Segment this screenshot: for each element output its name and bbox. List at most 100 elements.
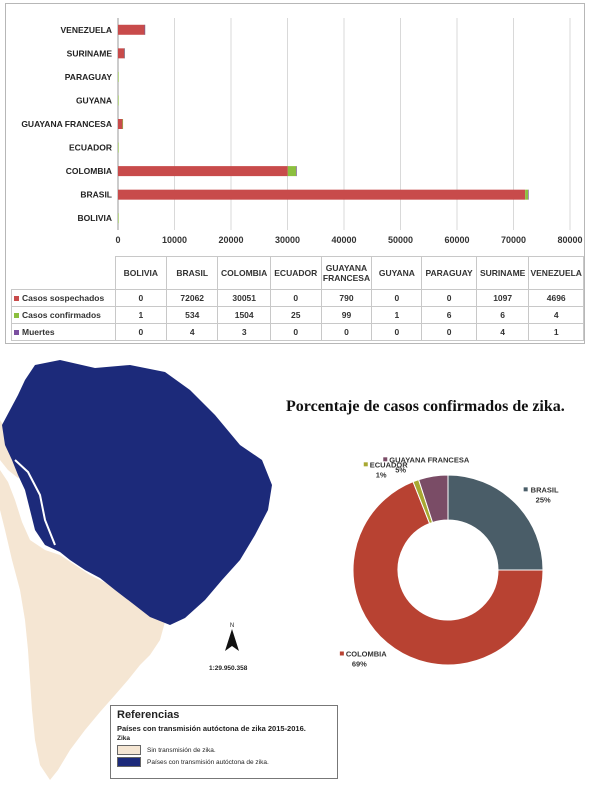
south-america-map <box>0 360 272 780</box>
table-cell: 6 <box>475 306 530 324</box>
table-cell: 0 <box>114 289 168 307</box>
y-tick-label: GUYANA <box>76 95 112 105</box>
map-legend: Referencias Países con transmisión autóc… <box>110 705 338 779</box>
legend-swatch <box>117 745 141 755</box>
north-label: N <box>229 623 235 629</box>
table-cell: 0 <box>320 323 373 341</box>
slice-label: ECUADOR <box>370 460 409 469</box>
table-header-row: BOLIVIA BRASIL COLOMBIA ECUADOR GUAYANA … <box>11 256 584 290</box>
table-cell: 4 <box>475 323 530 341</box>
table-header: BOLIVIA <box>114 256 168 290</box>
table-header: GUAYANA FRANCESA <box>320 256 373 290</box>
legend-key <box>14 313 19 319</box>
table-header: GUYANA <box>371 256 423 290</box>
x-tick-label: 0 <box>115 235 120 245</box>
slice-label: GUAYANA FRANCESA <box>389 455 470 464</box>
legend-key <box>14 296 19 302</box>
map-border <box>14 459 56 546</box>
table-cell: 0 <box>421 289 477 307</box>
bar <box>118 24 145 35</box>
legend-swatch <box>117 757 141 767</box>
map-scale: 1:29.950.358 <box>209 665 248 672</box>
slice-percent: 25% <box>536 495 551 504</box>
table-cell: 1 <box>114 306 168 324</box>
table-cell: 0 <box>371 323 423 341</box>
y-tick-label: BRASIL <box>80 190 112 200</box>
y-tick-label: COLOMBIA <box>66 166 112 176</box>
table-cell: 25 <box>270 306 322 324</box>
table-cell: 534 <box>166 306 219 324</box>
legend-layer-name: Zika <box>117 735 131 742</box>
donut-chart-title: Porcentaje de casos confirmados de zika. <box>286 398 565 415</box>
row-label: Casos confirmados <box>11 306 116 324</box>
north-arrow: N <box>225 623 239 656</box>
table-cell: 1 <box>528 323 584 341</box>
table-cell: 0 <box>114 323 168 341</box>
slice-label-key <box>383 457 388 462</box>
legend-item: Sin transmisión de zika. <box>117 745 331 755</box>
slice-percent: 5% <box>395 465 406 474</box>
table-cell: 790 <box>320 289 373 307</box>
row-label: Muertes <box>11 323 116 341</box>
y-tick-label: SURINAME <box>67 48 113 58</box>
x-tick-label: 20000 <box>218 235 243 245</box>
table-cell: 4 <box>528 306 584 324</box>
table-cell: 0 <box>270 289 322 307</box>
donut-slice <box>447 474 544 571</box>
bar-chart: 0 10000 20000 30000 40000 50000 60000 70000 8000… <box>21 18 583 245</box>
table-cell: 0 <box>421 323 477 341</box>
x-tick-label: 50000 <box>388 235 413 245</box>
legend-subtitle: Países con transmisión autóctona de zika… <box>117 724 306 733</box>
slice-percent: 1% <box>376 470 387 479</box>
bar <box>118 71 119 82</box>
bar <box>118 142 119 153</box>
data-table: BOLIVIA BRASIL COLOMBIA ECUADOR GUAYANA … <box>11 256 584 341</box>
y-tick-label: GUAYANA FRANCESA <box>21 119 112 129</box>
table-header: PARAGUAY <box>421 256 477 290</box>
bar <box>525 189 529 200</box>
row-label: Casos sospechados <box>11 289 116 307</box>
x-tick-label: 70000 <box>501 235 526 245</box>
x-tick-label: 80000 <box>557 235 582 245</box>
table-cell: 0 <box>270 323 322 341</box>
y-tick-label: VENEZUELA <box>61 25 112 35</box>
bar <box>144 24 146 35</box>
bar <box>296 166 297 177</box>
donut-slice <box>352 481 544 666</box>
donut-slice <box>418 474 449 524</box>
table-cell: 6 <box>421 306 477 324</box>
table-row: Casos confirmados 1 534 1504 25 99 1 6 6… <box>11 306 584 324</box>
table-cell: 30051 <box>217 289 271 307</box>
y-tick-label: PARAGUAY <box>65 72 113 82</box>
table-header: SURINAME <box>475 256 530 290</box>
table-row: Muertes 0 4 3 0 0 0 0 4 1 <box>11 323 584 341</box>
legend-item-label: Países con transmisión autóctona de zika… <box>147 758 269 766</box>
bar <box>118 95 119 106</box>
bar <box>118 189 526 200</box>
y-tick-label: BOLIVIA <box>78 213 112 223</box>
x-tick-label: 30000 <box>275 235 300 245</box>
legend-key <box>14 330 19 336</box>
bar <box>118 119 123 129</box>
bar <box>118 48 125 59</box>
bar <box>528 189 529 200</box>
table-row: Casos sospechados 0 72062 30051 0 790 0 … <box>11 289 584 307</box>
table-cell: 72062 <box>166 289 219 307</box>
table-cell: 4696 <box>528 289 584 307</box>
y-tick-label: ECUADOR <box>69 143 112 153</box>
x-tick-label: 10000 <box>162 235 187 245</box>
table-cell: 3 <box>217 323 271 341</box>
slice-label-key <box>523 487 528 492</box>
x-tick-label: 40000 <box>331 235 356 245</box>
slice-percent: 69% <box>352 659 367 668</box>
slice-label: COLOMBIA <box>346 649 387 658</box>
map-land-no-transmission <box>0 470 165 780</box>
legend-title: Referencias <box>117 709 180 721</box>
slice-label-key <box>363 462 368 467</box>
bar <box>118 213 119 224</box>
table-cell: 1097 <box>475 289 530 307</box>
bar-chart-panel: 0 10000 20000 30000 40000 50000 60000 70000 8000… <box>5 3 585 344</box>
bar <box>122 119 124 129</box>
table-corner <box>11 256 116 290</box>
